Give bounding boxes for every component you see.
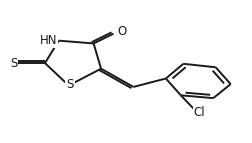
Text: O: O (118, 25, 127, 38)
Text: S: S (10, 57, 18, 70)
Text: HN: HN (40, 34, 57, 47)
Text: Cl: Cl (194, 106, 205, 119)
Text: S: S (66, 78, 74, 91)
